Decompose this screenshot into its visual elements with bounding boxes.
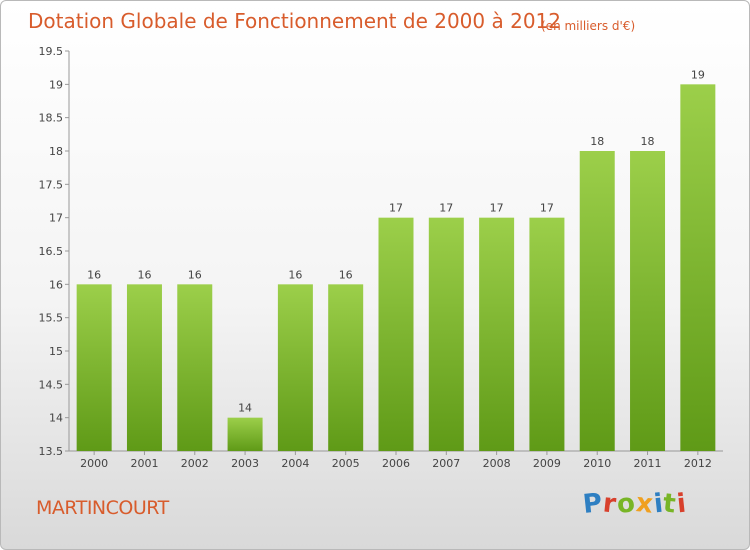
bar xyxy=(177,284,213,451)
bar xyxy=(277,284,313,451)
proxiti-logo: Proxiti xyxy=(581,488,689,520)
bar xyxy=(76,284,112,451)
y-tick-label: 15 xyxy=(49,345,63,358)
chart-subtitle: (en milliers d'€) xyxy=(541,19,636,33)
y-tick-label: 18.5 xyxy=(39,112,64,125)
y-tick-label: 18 xyxy=(49,145,63,158)
bar xyxy=(227,417,263,451)
data-label: 19 xyxy=(691,68,705,81)
x-tick-label: 2012 xyxy=(684,457,712,470)
x-tick-label: 2000 xyxy=(80,457,108,470)
data-label: 17 xyxy=(490,202,504,215)
y-tick-label: 19 xyxy=(49,78,63,91)
bar xyxy=(630,151,666,451)
y-tick-label: 14 xyxy=(49,412,63,425)
logo-letter: i xyxy=(675,488,689,520)
data-label: 17 xyxy=(389,202,403,215)
data-label: 18 xyxy=(590,135,604,148)
y-tick-label: 17.5 xyxy=(39,178,64,191)
x-tick-label: 2007 xyxy=(432,457,460,470)
bar xyxy=(479,217,515,451)
y-tick-label: 14.5 xyxy=(39,378,64,391)
x-tick-label: 2002 xyxy=(181,457,209,470)
bar xyxy=(529,217,565,451)
y-tick-label: 19.5 xyxy=(39,45,64,58)
x-tick-label: 2001 xyxy=(130,457,158,470)
data-label: 18 xyxy=(641,135,655,148)
x-tick-label: 2003 xyxy=(231,457,259,470)
x-tick-label: 2008 xyxy=(483,457,511,470)
bar xyxy=(328,284,364,451)
chart-title: Dotation Globale de Fonctionnement de 20… xyxy=(28,9,561,33)
bar xyxy=(428,217,464,451)
data-label: 16 xyxy=(87,268,101,281)
x-tick-label: 2010 xyxy=(583,457,611,470)
x-tick-label: 2011 xyxy=(634,457,662,470)
bar xyxy=(378,217,414,451)
data-label: 14 xyxy=(238,402,252,415)
data-label: 17 xyxy=(540,202,554,215)
x-tick-label: 2009 xyxy=(533,457,561,470)
y-tick-label: 16 xyxy=(49,278,63,291)
bar xyxy=(126,284,162,451)
data-label: 16 xyxy=(188,268,202,281)
y-tick-label: 13.5 xyxy=(39,445,64,458)
y-tick-label: 15.5 xyxy=(39,312,64,325)
data-label: 17 xyxy=(439,202,453,215)
data-label: 16 xyxy=(339,268,353,281)
bar xyxy=(680,84,716,451)
data-label: 16 xyxy=(288,268,302,281)
y-tick-label: 17 xyxy=(49,212,63,225)
commune-name: MARTINCOURT xyxy=(36,497,169,519)
data-label: 16 xyxy=(137,268,151,281)
bar xyxy=(579,151,615,451)
y-tick-label: 16.5 xyxy=(39,245,64,258)
x-tick-label: 2005 xyxy=(332,457,360,470)
x-tick-label: 2006 xyxy=(382,457,410,470)
x-tick-label: 2004 xyxy=(281,457,309,470)
